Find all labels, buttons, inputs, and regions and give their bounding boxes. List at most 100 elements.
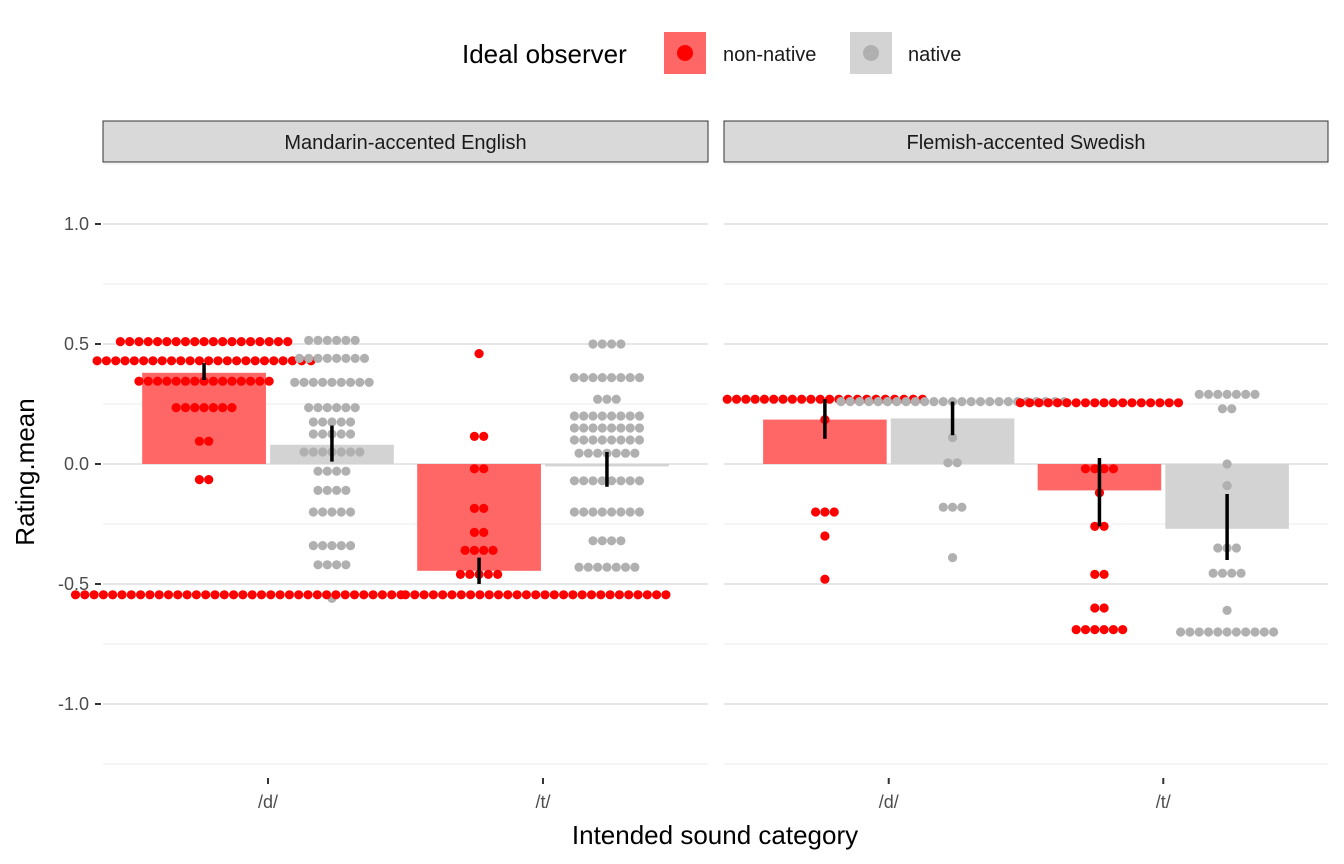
data-point — [1213, 543, 1223, 553]
data-point — [331, 485, 342, 495]
data-point — [1217, 568, 1228, 578]
data-point — [1090, 603, 1100, 613]
legend-label-non-native: non-native — [723, 44, 816, 66]
data-point — [327, 417, 337, 427]
data-point — [241, 356, 251, 366]
data-point — [194, 436, 205, 446]
data-point — [829, 507, 839, 517]
data-point — [569, 435, 579, 445]
y-axis-title: Rating.mean — [10, 398, 40, 545]
data-point — [1090, 625, 1100, 635]
data-point — [652, 590, 662, 600]
data-point — [1227, 568, 1237, 578]
data-point — [327, 377, 337, 387]
data-point — [479, 545, 489, 556]
data-point — [593, 448, 603, 458]
data-point — [349, 590, 360, 600]
data-point — [318, 447, 328, 457]
data-point — [824, 394, 835, 404]
dots — [70, 335, 1279, 637]
data-point — [616, 423, 626, 433]
data-point — [304, 403, 314, 413]
data-point — [588, 411, 598, 421]
data-point — [606, 411, 617, 421]
data-point — [616, 411, 626, 421]
data-point — [331, 560, 342, 570]
data-point — [1071, 398, 1081, 408]
data-point — [901, 397, 911, 407]
data-point — [577, 590, 587, 600]
data-point — [1108, 464, 1118, 474]
data-point — [750, 394, 760, 404]
data-point — [503, 590, 513, 600]
data-point — [313, 403, 323, 413]
data-point — [1241, 627, 1251, 637]
data-point — [469, 431, 480, 441]
data-point — [583, 448, 593, 458]
data-point — [148, 356, 158, 366]
data-point — [89, 590, 99, 600]
data-point — [1231, 627, 1242, 637]
data-point — [947, 502, 958, 512]
data-point — [136, 590, 146, 600]
data-point — [438, 590, 448, 600]
data-point — [469, 527, 480, 538]
data-point — [1052, 398, 1063, 408]
data-point — [101, 356, 112, 366]
data-point — [820, 531, 830, 541]
data-point — [204, 436, 214, 446]
data-point — [938, 397, 948, 407]
data-point — [873, 397, 883, 407]
data-point — [336, 541, 346, 551]
data-point — [322, 590, 332, 600]
data-point — [611, 562, 621, 572]
data-point — [299, 377, 309, 387]
data-point — [359, 590, 369, 600]
data-point — [1090, 464, 1100, 474]
data-point — [331, 353, 342, 363]
data-point — [336, 429, 346, 439]
data-point — [625, 507, 635, 517]
data-point — [336, 447, 346, 457]
data-point — [606, 435, 617, 445]
data-point — [1222, 605, 1232, 616]
data-point — [322, 353, 332, 363]
data-point — [232, 356, 242, 366]
data-point — [204, 475, 214, 485]
data-point — [597, 339, 607, 349]
data-point — [947, 433, 958, 443]
data-point — [549, 590, 559, 600]
data-point — [469, 464, 480, 474]
data-point — [1034, 398, 1044, 408]
data-point — [336, 417, 346, 427]
data-point — [597, 373, 607, 383]
data-point — [892, 397, 902, 407]
data-point — [1099, 464, 1109, 474]
data-point — [336, 507, 346, 517]
data-point — [255, 337, 265, 347]
data-point — [616, 507, 626, 517]
data-point — [1173, 398, 1184, 408]
data-point — [593, 562, 603, 572]
data-point — [1080, 464, 1091, 474]
data-point — [597, 476, 607, 486]
data-point — [227, 376, 237, 386]
data-point — [620, 448, 631, 458]
data-point — [218, 337, 228, 347]
data-point — [633, 590, 643, 600]
strip-box-left — [102, 120, 709, 163]
data-point — [299, 447, 309, 457]
data-point — [579, 476, 589, 486]
data-point — [1213, 627, 1223, 637]
data-point — [1259, 627, 1269, 637]
data-point — [98, 590, 108, 600]
data-point — [80, 590, 90, 600]
data-point — [152, 376, 163, 386]
data-point — [294, 590, 304, 600]
data-point — [1025, 398, 1035, 408]
data-point — [484, 590, 494, 600]
data-point — [488, 545, 498, 556]
data-point — [952, 458, 962, 468]
data-point — [410, 590, 420, 600]
data-point — [606, 339, 617, 349]
